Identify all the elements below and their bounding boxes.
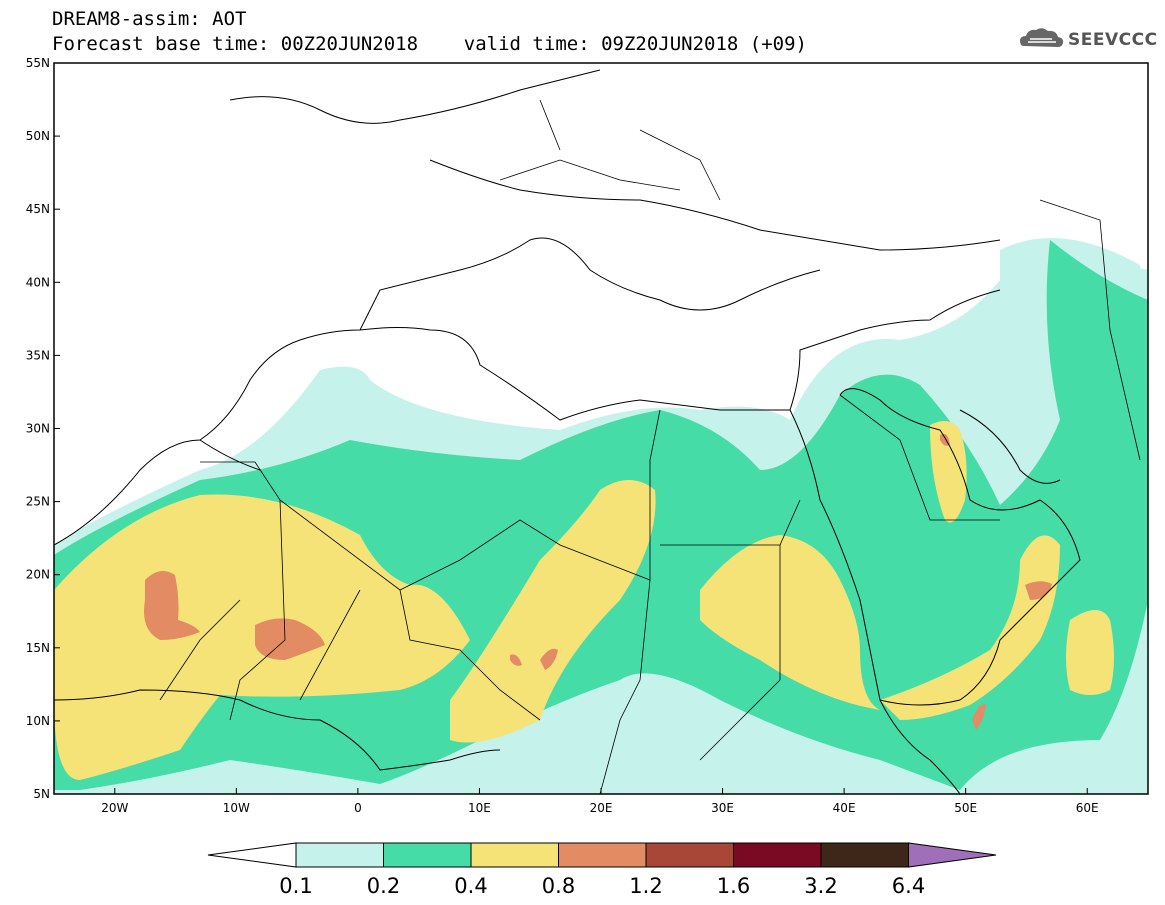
aot-contour-0.8 [144, 571, 200, 640]
lon-tick-label: 10W [223, 801, 250, 815]
colorbar-over-arrow [908, 842, 997, 868]
lat-tick-label: 45N [26, 202, 50, 216]
aot-contour-0.8 [255, 618, 325, 660]
longitude-axis: 20W 10W 0 10E 20E 30E 40E 50E 60E [101, 788, 1099, 815]
colorbar-label: 0.8 [542, 874, 575, 898]
lat-tick-label: 50N [26, 129, 50, 143]
aot-contour-0.4 [700, 535, 880, 710]
colorbar-box [558, 842, 647, 868]
colorbar-box [295, 842, 384, 868]
aot-contour-0.4 [880, 535, 1060, 720]
country-borders [159, 99, 1141, 794]
lat-tick-label: 20N [26, 568, 50, 582]
colorbar-label: 6.4 [892, 874, 925, 898]
lat-tick-label: 55N [26, 56, 50, 70]
forecast-time-line: Forecast base time: 00Z20JUN2018 valid t… [52, 33, 807, 55]
lat-tick-label: 5N [33, 787, 50, 801]
lon-tick-label: 20W [101, 801, 128, 815]
colorbar-label: 0.2 [367, 874, 400, 898]
colorbar-box [383, 842, 472, 868]
latitude-axis: 55N 50N 45N 40N 35N 30N 25N 20N 15N 10N 5N [26, 56, 60, 801]
lon-tick-label: 50E [954, 801, 977, 815]
colorbar-label: 0.4 [454, 874, 487, 898]
aot-contour-0.4 [1066, 610, 1114, 695]
aot-contour-0.4 [930, 421, 967, 523]
coastlines [54, 69, 1081, 794]
colorbar-label: 0.1 [279, 874, 312, 898]
lat-tick-label: 40N [26, 275, 50, 289]
colorbar-under-arrow [207, 842, 297, 868]
colorbar-box [645, 842, 734, 868]
colorbar-label: 1.6 [717, 874, 750, 898]
aot-contour-0.8 [540, 648, 558, 670]
lon-tick-label: 40E [833, 801, 856, 815]
lon-tick-label: 60E [1076, 801, 1099, 815]
lon-tick-label: 0 [354, 801, 362, 815]
colorbar-label: 1.2 [629, 874, 662, 898]
colorbar-label: 3.2 [804, 874, 837, 898]
colorbar-box [820, 842, 909, 868]
aot-field [54, 63, 1148, 794]
map-title: DREAM8-assim: AOT [52, 8, 247, 30]
lat-tick-label: 35N [26, 348, 50, 362]
colorbar-box [733, 842, 822, 868]
aot-contour-0.8 [510, 654, 522, 666]
aot-contour-0.8 [972, 704, 986, 730]
colorbar-box [470, 842, 559, 868]
logo-text: SEEVCCC [1068, 30, 1158, 50]
lat-tick-label: 15N [26, 641, 50, 655]
aot-contour-0.4 [450, 480, 656, 743]
lon-tick-label: 30E [711, 801, 734, 815]
lat-tick-label: 25N [26, 495, 50, 509]
cloud-logo-icon [1020, 28, 1064, 47]
lat-tick-label: 10N [26, 714, 50, 728]
lon-tick-label: 10E [468, 801, 491, 815]
lon-tick-label: 20E [590, 801, 613, 815]
lat-tick-label: 30N [26, 422, 50, 436]
